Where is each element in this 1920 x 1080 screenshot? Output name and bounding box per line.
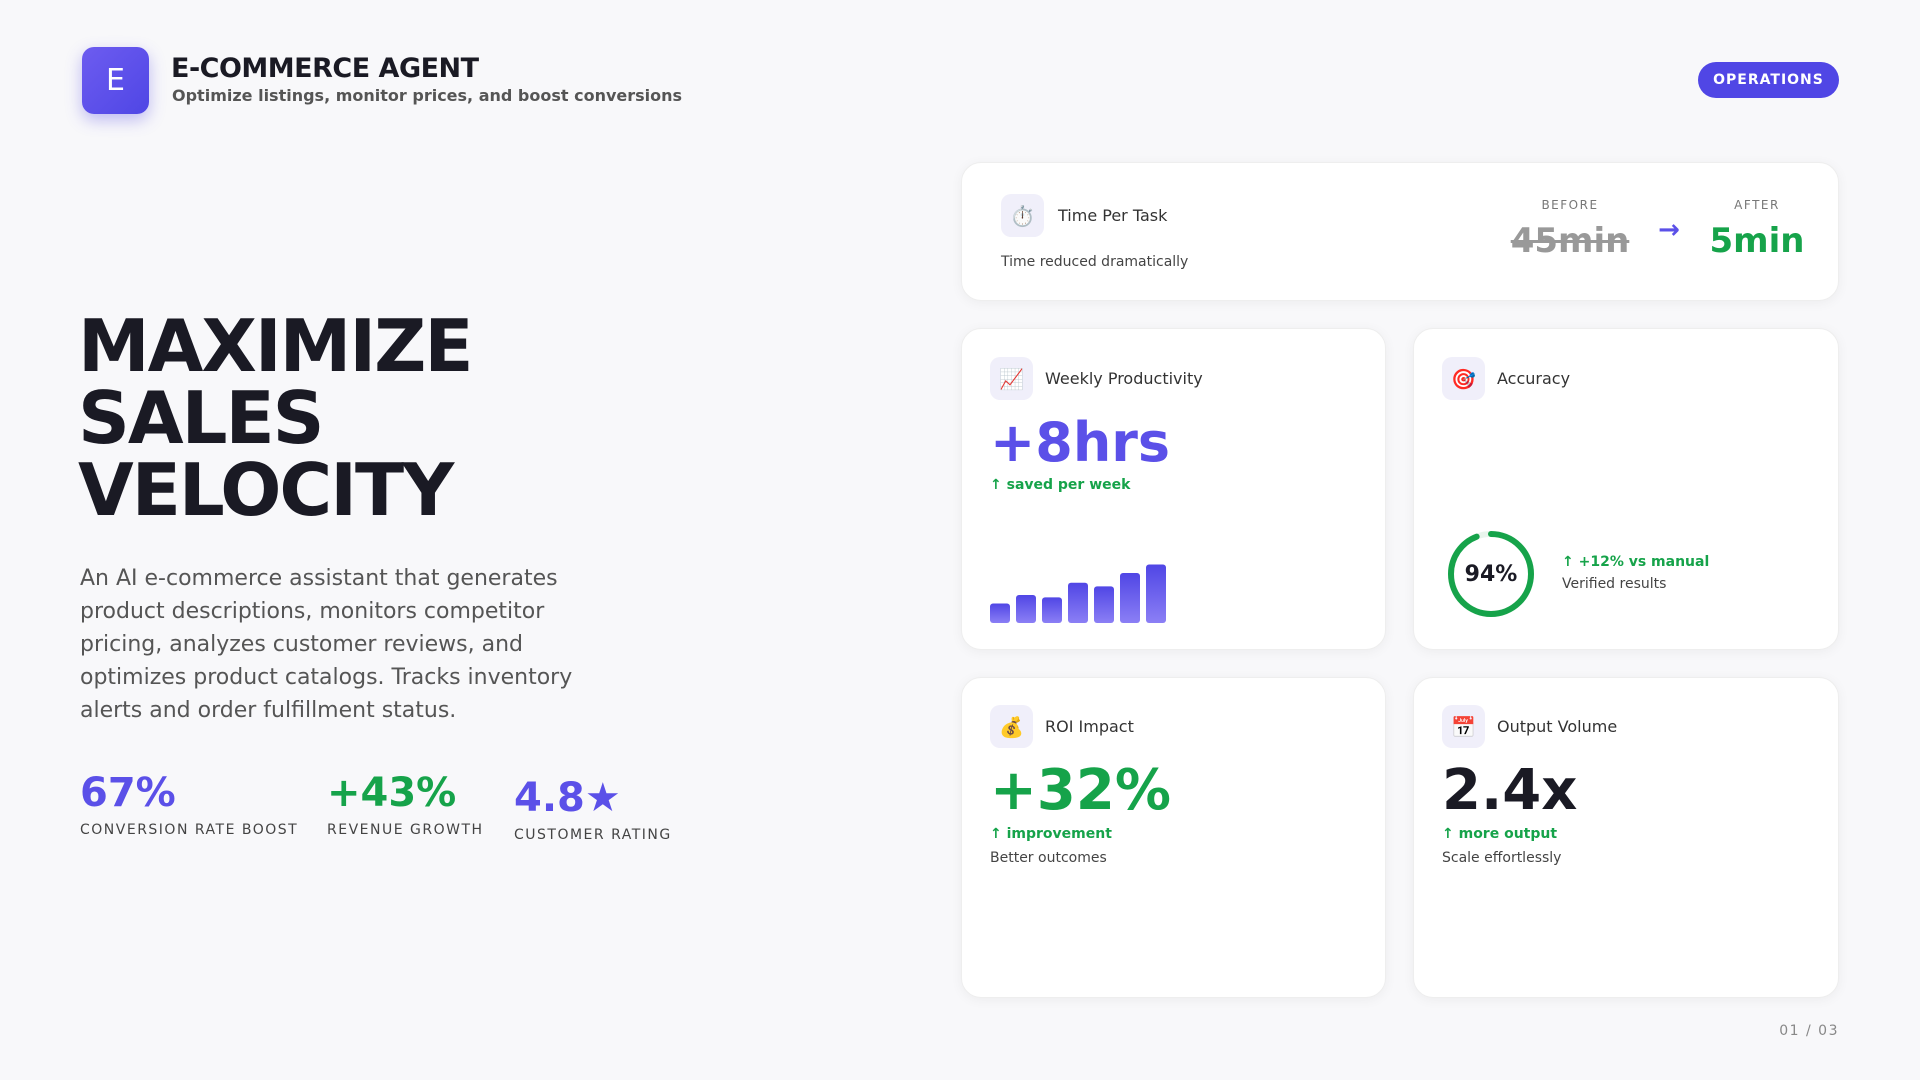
card-note: ↑ saved per week — [990, 477, 1131, 493]
output-card: 📅 Output Volume 2.4x ↑ more output Scale… — [1413, 677, 1839, 998]
app-subtitle: Optimize listings, monitor prices, and b… — [172, 86, 683, 105]
bar — [1146, 564, 1166, 623]
icon: ⏱️ — [1001, 194, 1044, 237]
logo: E — [82, 47, 149, 114]
stat-label: REVENUE GROWTH — [327, 822, 484, 838]
icon: 💰 — [990, 705, 1033, 748]
before-label: BEFORE — [1541, 198, 1599, 212]
card-title: ROI Impact — [1045, 717, 1134, 736]
bar — [1016, 594, 1036, 623]
bar — [1120, 572, 1140, 623]
card-title: Accuracy — [1497, 369, 1571, 388]
stat: 4.8★ CUSTOMER RATING — [514, 775, 672, 843]
hero-line: SALES — [78, 376, 324, 460]
card-value: +32% — [990, 758, 1171, 823]
hero-line: MAXIMIZE — [78, 304, 473, 388]
after-label: AFTER — [1734, 198, 1780, 212]
icon: 📈 — [990, 357, 1033, 400]
time-card: ⏱️ Time Per Task Time reduced dramatical… — [961, 162, 1839, 301]
bar — [990, 603, 1010, 623]
card-note: Time reduced dramatically — [1001, 254, 1189, 270]
card-note: ↑ +12% vs manual — [1562, 554, 1710, 570]
card-note: ↑ improvement — [990, 826, 1112, 842]
card-note: ↑ more output — [1442, 826, 1558, 842]
stat-label: CONVERSION RATE BOOST — [80, 822, 299, 838]
stat-value: 4.8★ — [514, 775, 621, 821]
before-value: 45min — [1510, 221, 1630, 261]
arrow: → — [1658, 215, 1680, 245]
icon: 📅 — [1442, 705, 1485, 748]
bar — [1094, 586, 1114, 623]
hero-line: VELOCITY — [78, 448, 454, 532]
roi-card: 💰 ROI Impact +32% ↑ improvement Better o… — [961, 677, 1386, 998]
badge[interactable]: OPERATIONS — [1698, 62, 1839, 98]
stat-label: CUSTOMER RATING — [514, 827, 672, 843]
icon: 🎯 — [1442, 357, 1485, 400]
bar — [1068, 582, 1088, 623]
ring: 94% — [1448, 531, 1534, 617]
card-value: 2.4x — [1442, 758, 1578, 823]
stat-value: 67% — [80, 770, 176, 816]
after-value: 5min — [1709, 221, 1805, 261]
stat-value: +43% — [327, 770, 457, 816]
card-detail: Scale effortlessly — [1442, 850, 1562, 866]
page-number: 01 / 03 — [1779, 1023, 1839, 1039]
ring-progress — [1448, 531, 1534, 617]
ring-label: 94% — [1465, 562, 1518, 587]
bar — [1042, 597, 1062, 623]
productivity-card: 📈 Weekly Productivity +8hrs ↑ saved per … — [961, 328, 1386, 650]
card-title: Time Per Task — [1058, 206, 1168, 225]
description: An AI e-commerce assistant that generate… — [80, 566, 573, 723]
card-detail: Verified results — [1562, 576, 1667, 592]
app-title: E-COMMERCE AGENT — [171, 53, 479, 84]
bar-chart — [990, 564, 1166, 623]
accuracy-card: 🎯 Accuracy 94% ↑ +12% vs manual Verified… — [1413, 328, 1839, 650]
card-title: Weekly Productivity — [1045, 369, 1203, 388]
card-title: Output Volume — [1497, 717, 1618, 736]
stat: 67% CONVERSION RATE BOOST — [80, 770, 298, 838]
card-value: +8hrs — [990, 411, 1171, 474]
hero-title: MAXIMIZE SALES VELOCITY — [78, 304, 473, 532]
stat: +43% REVENUE GROWTH — [327, 770, 484, 838]
card-detail: Better outcomes — [990, 850, 1107, 866]
